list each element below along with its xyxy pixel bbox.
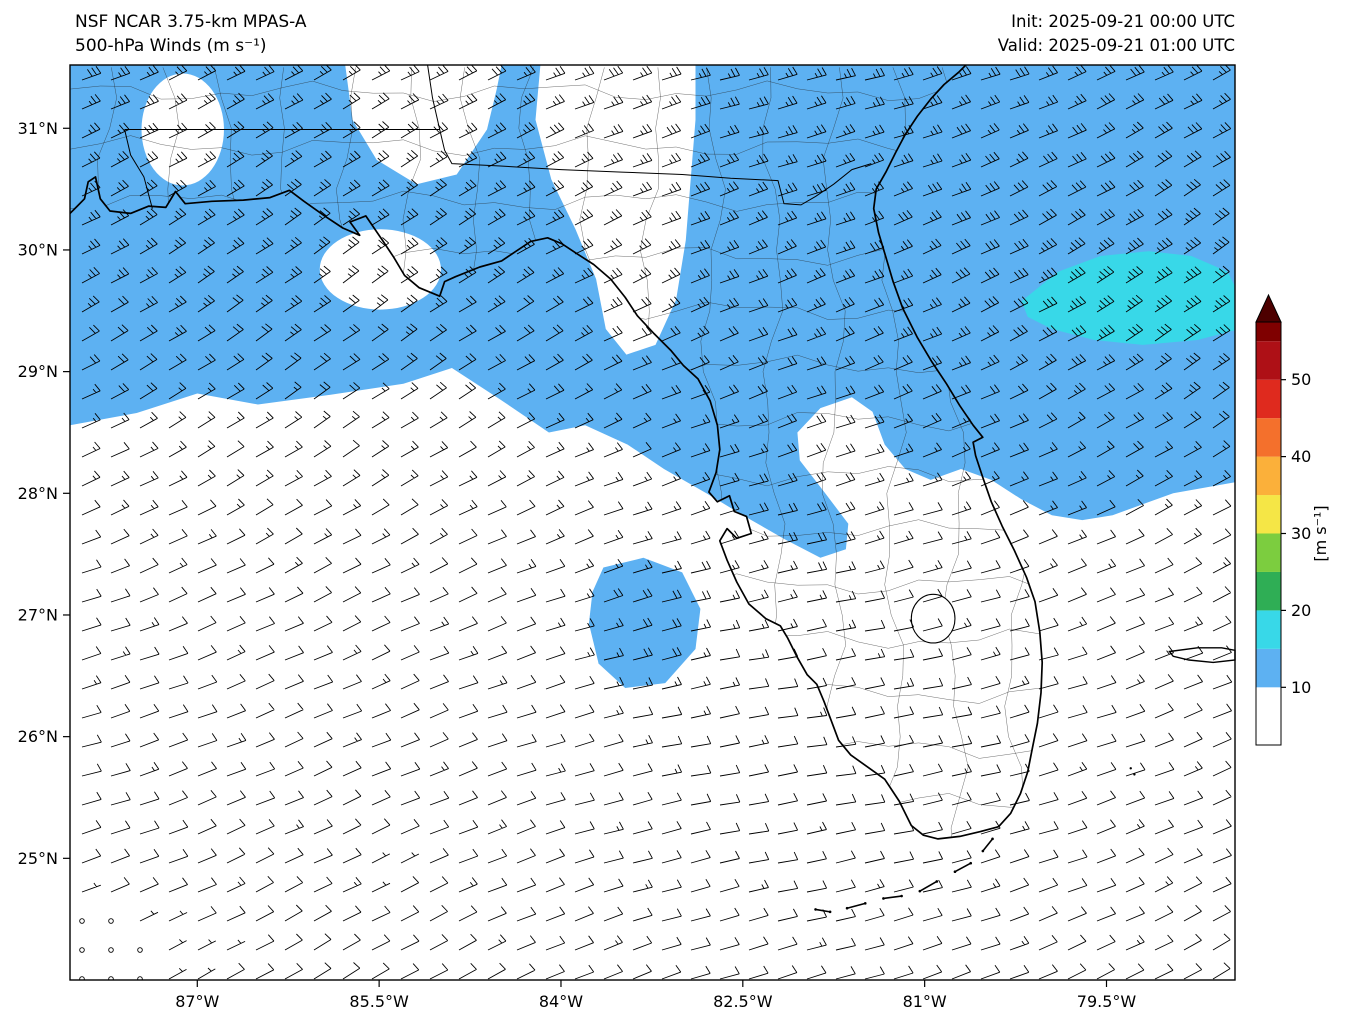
colorbar-tick-label: 20 bbox=[1291, 601, 1311, 620]
plot-title: 500-hPa Winds (m s⁻¹) bbox=[75, 36, 267, 56]
wind-barbs bbox=[79, 65, 1233, 980]
y-tick-label: 29°N bbox=[18, 362, 58, 381]
colorbar-tick-label: 30 bbox=[1291, 524, 1311, 543]
y-tick-label: 31°N bbox=[18, 119, 58, 138]
title-block: NSF NCAR 3.75-km MPAS-A 500-hPa Winds (m… bbox=[75, 10, 307, 58]
colorbar: 10 20 30 40 50 [m s⁻¹] bbox=[1255, 293, 1330, 746]
y-tick-label: 28°N bbox=[18, 484, 58, 503]
x-tick-label: 81°W bbox=[903, 992, 947, 1011]
init-time-label: Init: 2025-09-21 00:00 UTC bbox=[1011, 12, 1235, 31]
y-tick-label: 27°N bbox=[18, 605, 58, 624]
axes: 31°N 30°N 29°N 28°N 27°N 26°N 25°N 87°W 85.5°W 84… bbox=[18, 119, 1137, 1011]
colorbar-tick-label: 40 bbox=[1291, 447, 1311, 466]
colorbar-tick-label: 10 bbox=[1291, 678, 1311, 697]
valid-time-label: Valid: 2025-09-21 01:00 UTC bbox=[997, 36, 1235, 55]
map-border bbox=[69, 64, 1236, 981]
x-tick-label: 79.5°W bbox=[1077, 992, 1137, 1011]
time-block: Init: 2025-09-21 00:00 UTC Valid: 2025-0… bbox=[998, 10, 1235, 58]
y-tick-label: 30°N bbox=[18, 240, 58, 259]
x-tick-label: 87°W bbox=[175, 992, 219, 1011]
colorbar-extend-arrow bbox=[1255, 293, 1282, 323]
bimini-islands bbox=[1129, 767, 1132, 770]
colorbar-tick-label: 50 bbox=[1291, 370, 1311, 389]
lake-okeechobee bbox=[910, 593, 956, 644]
x-tick-label: 84°W bbox=[539, 992, 583, 1011]
colorbar-unit-label: [m s⁻¹] bbox=[1311, 505, 1330, 561]
x-tick-label: 82.5°W bbox=[713, 992, 773, 1011]
y-tick-label: 26°N bbox=[18, 727, 58, 746]
model-title: NSF NCAR 3.75-km MPAS-A bbox=[75, 12, 307, 32]
y-tick-label: 25°N bbox=[18, 849, 58, 868]
coastline bbox=[70, 65, 1044, 840]
florida-keys bbox=[814, 837, 994, 914]
x-tick-label: 85.5°W bbox=[349, 992, 409, 1011]
